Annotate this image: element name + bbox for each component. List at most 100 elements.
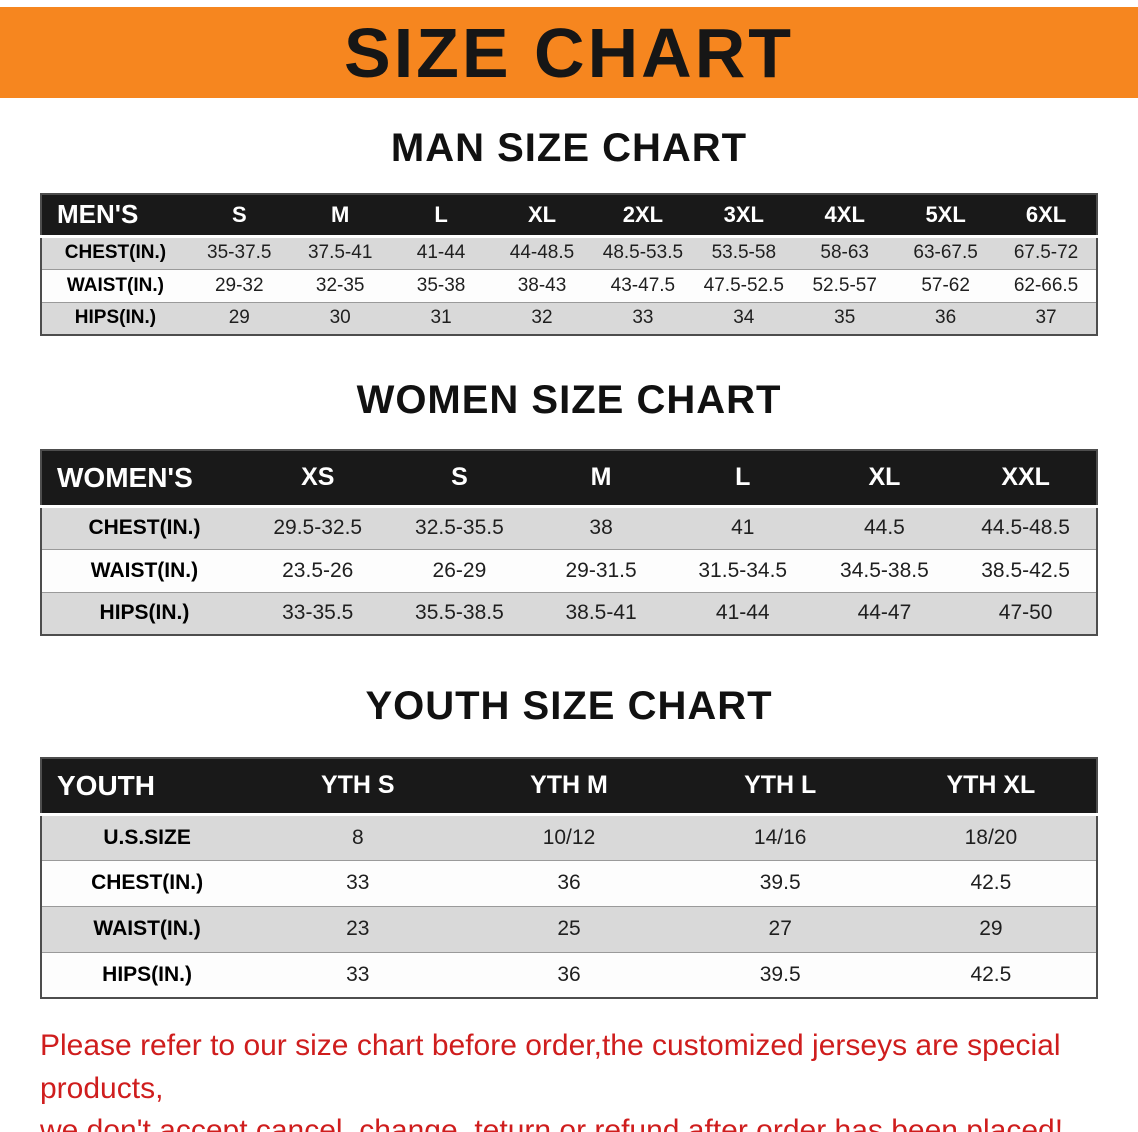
table-corner-label: YOUTH	[41, 758, 253, 814]
size-value: 29	[188, 301, 290, 335]
table-row: HIPS(IN.) 33 36 39.5 42.5	[41, 951, 1097, 998]
size-value: 33	[592, 301, 694, 335]
size-value: 26-29	[388, 548, 531, 592]
size-value: 30	[289, 301, 391, 335]
row-label: U.S.SIZE	[41, 813, 253, 860]
size-column-header: 5XL	[895, 194, 997, 236]
table-row: WAIST(IN.) 23 25 27 29	[41, 905, 1097, 952]
table-row: CHEST(IN.) 33 36 39.5 42.5	[41, 859, 1097, 906]
size-column-header: 2XL	[592, 194, 694, 236]
size-value: 32-35	[289, 268, 391, 302]
size-value: 52.5-57	[794, 268, 896, 302]
table-row: CHEST(IN.) 29.5-32.5 32.5-35.5 38 41 44.5 44.5…	[41, 505, 1097, 549]
size-value: 35-37.5	[188, 235, 290, 269]
size-value: 35	[794, 301, 896, 335]
notice-line-1: Please refer to our size chart before or…	[40, 1029, 1061, 1105]
size-column-header: L	[390, 194, 492, 236]
size-value: 32.5-35.5	[388, 505, 531, 549]
table-header-row: YOUTH YTH S YTH M YTH L YTH XL	[41, 758, 1097, 814]
size-value: 32	[491, 301, 593, 335]
footer-notice: Please refer to our size chart before or…	[40, 1025, 1098, 1132]
size-column-header: XL	[813, 450, 956, 506]
size-value: 33	[252, 951, 464, 998]
table-header-row: MEN'S S M L XL 2XL 3XL 4XL 5XL 6XL	[41, 194, 1097, 236]
size-column-header: YTH L	[674, 758, 886, 814]
size-value: 63-67.5	[895, 235, 997, 269]
size-value: 38-43	[491, 268, 593, 302]
size-value: 34	[693, 301, 795, 335]
size-column-header: S	[388, 450, 531, 506]
size-value: 38.5-42.5	[955, 548, 1097, 592]
women-size-table: WOMEN'S XS S M L XL XXL CHEST(IN.) 29.5-32.5 32.5…	[40, 449, 1098, 636]
size-value: 39.5	[674, 859, 886, 906]
table-row: HIPS(IN.) 29 30 31 32 33 34 35 36 37	[41, 301, 1097, 335]
size-value: 29-32	[188, 268, 290, 302]
row-label: HIPS(IN.)	[41, 951, 253, 998]
size-value: 44-48.5	[491, 235, 593, 269]
size-column-header: M	[530, 450, 672, 506]
size-value: 31.5-34.5	[671, 548, 814, 592]
size-column-header: 6XL	[996, 194, 1097, 236]
size-chart-page: SIZE CHART MAN SIZE CHART MEN'S S M L XL 2XL 3…	[0, 7, 1138, 1132]
size-value: 43-47.5	[592, 268, 694, 302]
men-size-section: MAN SIZE CHART MEN'S S M L XL 2XL 3XL 4XL 5XL 6XL…	[0, 126, 1138, 336]
size-column-header: L	[671, 450, 814, 506]
size-value: 33-35.5	[246, 591, 389, 635]
women-section-title: WOMEN SIZE CHART	[356, 378, 782, 422]
size-value: 23.5-26	[246, 548, 389, 592]
size-value: 47.5-52.5	[693, 268, 795, 302]
size-value: 62-66.5	[996, 268, 1097, 302]
size-value: 18/20	[885, 813, 1097, 860]
size-value: 31	[390, 301, 492, 335]
row-label: WAIST(IN.)	[41, 905, 253, 952]
size-value: 8	[252, 813, 464, 860]
table-header-row: WOMEN'S XS S M L XL XXL	[41, 450, 1097, 506]
size-value: 37	[996, 301, 1097, 335]
size-value: 57-62	[895, 268, 997, 302]
size-value: 41-44	[390, 235, 492, 269]
size-value: 42.5	[885, 859, 1097, 906]
size-value: 27	[674, 905, 886, 952]
table-row: HIPS(IN.) 33-35.5 35.5-38.5 38.5-41 41-44 44-…	[41, 591, 1097, 635]
row-label: WAIST(IN.)	[41, 268, 189, 302]
size-value: 58-63	[794, 235, 896, 269]
size-value: 23	[252, 905, 464, 952]
size-value: 29	[885, 905, 1097, 952]
table-row: CHEST(IN.) 35-37.5 37.5-41 41-44 44-48.5 48.5…	[41, 235, 1097, 269]
size-value: 41-44	[671, 591, 814, 635]
youth-section-title: YOUTH SIZE CHART	[365, 684, 773, 728]
row-label: HIPS(IN.)	[41, 301, 189, 335]
size-value: 25	[463, 905, 675, 952]
table-row: U.S.SIZE 8 10/12 14/16 18/20	[41, 813, 1097, 860]
size-value: 36	[463, 859, 675, 906]
size-value: 41	[671, 505, 814, 549]
men-section-title: MAN SIZE CHART	[390, 126, 748, 170]
size-value: 34.5-38.5	[813, 548, 956, 592]
size-value: 44.5	[813, 505, 956, 549]
size-column-header: YTH S	[252, 758, 464, 814]
size-column-header: XL	[491, 194, 593, 236]
size-value: 39.5	[674, 951, 886, 998]
banner: SIZE CHART	[0, 7, 1138, 98]
size-value: 29-31.5	[530, 548, 672, 592]
size-value: 47-50	[955, 591, 1097, 635]
size-value: 38.5-41	[530, 591, 672, 635]
size-value: 36	[895, 301, 997, 335]
size-column-header: YTH M	[463, 758, 675, 814]
size-value: 33	[252, 859, 464, 906]
table-corner-label: MEN'S	[41, 194, 189, 236]
youth-size-table: YOUTH YTH S YTH M YTH L YTH XL U.S.SIZE 8 10/12…	[40, 757, 1098, 999]
size-value: 44.5-48.5	[955, 505, 1097, 549]
row-label: CHEST(IN.)	[41, 505, 247, 549]
table-row: WAIST(IN.) 29-32 32-35 35-38 38-43 43-47.5 47.…	[41, 268, 1097, 302]
row-label: HIPS(IN.)	[41, 591, 247, 635]
size-value: 42.5	[885, 951, 1097, 998]
notice-line-2: we don't accept cancel, change, teturn o…	[40, 1114, 1064, 1132]
page-title: SIZE CHART	[344, 13, 794, 92]
size-value: 37.5-41	[289, 235, 391, 269]
size-value: 67.5-72	[996, 235, 1097, 269]
size-value: 38	[530, 505, 672, 549]
women-size-section: WOMEN SIZE CHART WOMEN'S XS S M L XL XXL CHEST(…	[0, 378, 1138, 636]
table-corner-label: WOMEN'S	[41, 450, 247, 506]
size-column-header: 3XL	[693, 194, 795, 236]
